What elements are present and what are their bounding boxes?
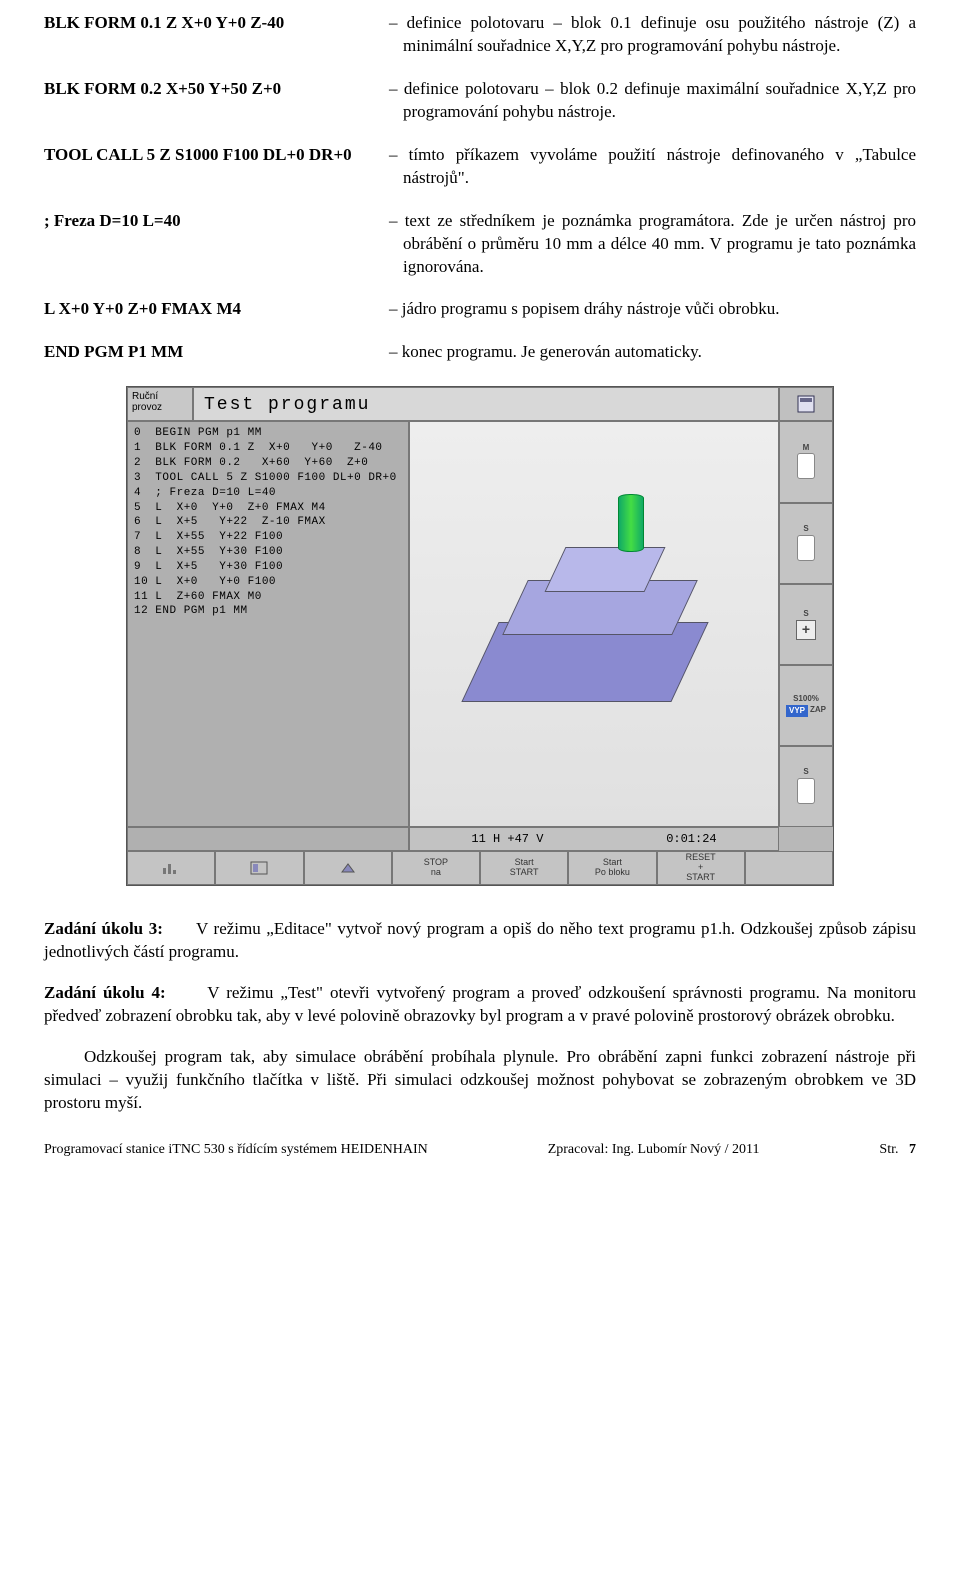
program-line: 3 TOOL CALL 5 Z S1000 F100 DL+0 DR+0 — [134, 471, 402, 486]
program-line: 5 L X+0 Y+0 Z+0 FMAX M4 — [134, 501, 402, 516]
code-desc: tímto příkazem vyvoláme použití nástroje… — [389, 144, 916, 190]
code-row: BLK FORM 0.1 Z X+0 Y+0 Z-40 definice pol… — [44, 12, 916, 58]
softkey[interactable] — [304, 851, 392, 885]
zap-label: ZAP — [810, 705, 826, 718]
workpiece-model — [460, 542, 710, 712]
code-row: L X+0 Y+0 Z+0 FMAX M4 jádro programu s p… — [44, 298, 916, 321]
workpiece-step2 — [545, 547, 666, 592]
softkey-line3: START — [686, 873, 715, 883]
code-text: TOOL CALL 5 Z S1000 F100 DL+0 DR+0 — [44, 144, 389, 190]
code-desc: text ze středníkem je poznámka programát… — [389, 210, 916, 279]
code-row: END PGM P1 MM konec programu. Je generov… — [44, 341, 916, 364]
side-button-s100[interactable]: S100% VYP ZAP — [779, 665, 833, 746]
program-line: 9 L X+5 Y+30 F100 — [134, 560, 402, 575]
plus-icon: + — [796, 620, 816, 640]
program-line: 12 END PGM p1 MM — [134, 604, 402, 619]
program-line: 1 BLK FORM 0.1 Z X+0 Y+0 Z-40 — [134, 441, 402, 456]
task-3: Zadání úkolu 3: V režimu „Editace" vytvo… — [44, 918, 916, 964]
side-label: M — [803, 443, 810, 454]
view3d-icon — [338, 860, 358, 876]
softkey-start-block[interactable]: Start Po bloku — [568, 851, 656, 885]
program-listing: 0 BEGIN PGM p1 MM 1 BLK FORM 0.1 Z X+0 Y… — [127, 421, 409, 827]
vyp-label: VYP — [786, 705, 808, 718]
code-row: BLK FORM 0.2 X+50 Y+50 Z+0 definice polo… — [44, 78, 916, 124]
softkey-line2: na — [431, 868, 441, 878]
code-text: END PGM P1 MM — [44, 341, 389, 364]
side-button-m[interactable]: M — [779, 421, 833, 502]
bottom-toolbar: STOP na Start START Start Po bloku RESET… — [127, 851, 833, 885]
code-text: ; Freza D=10 L=40 — [44, 210, 389, 279]
program-line: 2 BLK FORM 0.2 X+60 Y+60 Z+0 — [134, 456, 402, 471]
code-text: BLK FORM 0.1 Z X+0 Y+0 Z-40 — [44, 12, 389, 58]
footer-center: Zpracoval: Ing. Lubomír Nový / 2011 — [548, 1141, 760, 1160]
code-desc: jádro programu s popisem dráhy nástroje … — [389, 298, 916, 321]
tool-icon — [797, 778, 815, 804]
code-desc: definice polotovaru – blok 0.1 definuje … — [389, 12, 916, 58]
code-text: BLK FORM 0.2 X+50 Y+50 Z+0 — [44, 78, 389, 124]
footer-left: Programovací stanice iTNC 530 s řídícím … — [44, 1141, 428, 1160]
program-line: 0 BEGIN PGM p1 MM — [134, 426, 402, 441]
program-line: 11 L Z+60 FMAX M0 — [134, 590, 402, 605]
task-4-text: V režimu „Test" otevři vytvořený program… — [44, 983, 916, 1025]
task-4: Zadání úkolu 4: V režimu „Test" otevři v… — [44, 982, 916, 1028]
side-button-s3[interactable]: S — [779, 746, 833, 827]
status-info: 11 H +47 V 0:01:24 — [409, 827, 779, 851]
program-line: 6 L X+5 Y+22 Z-10 FMAX — [134, 515, 402, 530]
tool-icon — [797, 535, 815, 561]
side-label: S100% — [793, 694, 819, 705]
task-4-label: Zadání úkolu 4: — [44, 983, 166, 1002]
softkey-line2: Po bloku — [595, 868, 630, 878]
screenshot-body: 0 BEGIN PGM p1 MM 1 BLK FORM 0.1 Z X+0 Y… — [127, 421, 779, 827]
side-toolbar: M S S + S100% VYP ZAP S — [779, 421, 833, 827]
mode-line1: Ruční — [132, 391, 188, 402]
mode-badge: Ruční provoz — [127, 387, 193, 421]
screenshot-title: Test programu — [193, 387, 779, 421]
code-desc: definice polotovaru – blok 0.2 definuje … — [389, 78, 916, 124]
softkey[interactable] — [127, 851, 215, 885]
program-line: 10 L X+0 Y+0 F100 — [134, 575, 402, 590]
softkey-reset[interactable]: RESET + START — [657, 851, 745, 885]
side-button-s2[interactable]: S + — [779, 584, 833, 665]
side-label: S — [803, 524, 808, 535]
footer-page-label: Str. — [879, 1142, 898, 1157]
view-icon — [249, 860, 269, 876]
chart-icon — [161, 860, 181, 876]
task-3-text: V režimu „Editace" vytvoř nový program a… — [44, 919, 916, 961]
status-bar: 11 H +47 V 0:01:24 — [127, 827, 779, 851]
footer-right: Str. 7 — [879, 1141, 916, 1160]
code-text: L X+0 Y+0 Z+0 FMAX M4 — [44, 298, 389, 321]
footer-page-num: 7 — [909, 1142, 916, 1157]
softkey-line2: START — [510, 868, 539, 878]
simulation-paragraph: Odzkoušej program tak, aby simulace obrá… — [44, 1046, 916, 1115]
tool-icon — [797, 453, 815, 479]
3d-view[interactable] — [409, 421, 779, 827]
program-line: 4 ; Freza D=10 L=40 — [134, 486, 402, 501]
page-footer: Programovací stanice iTNC 530 s řídícím … — [44, 1141, 916, 1160]
side-label: S — [803, 767, 808, 778]
softkey-stop[interactable]: STOP na — [392, 851, 480, 885]
mode-line2: provoz — [132, 402, 188, 413]
screenshot-container: Ruční provoz Test programu 0 BEGIN PGM p… — [44, 386, 916, 886]
cnc-screenshot: Ruční provoz Test programu 0 BEGIN PGM p… — [126, 386, 834, 886]
softkey-start[interactable]: Start START — [480, 851, 568, 885]
code-row: TOOL CALL 5 Z S1000 F100 DL+0 DR+0 tímto… — [44, 144, 916, 190]
program-line: 8 L X+55 Y+30 F100 — [134, 545, 402, 560]
softkey-spacer — [745, 851, 833, 885]
code-desc: konec programu. Je generován automaticky… — [389, 341, 916, 364]
side-label: S — [803, 609, 808, 620]
code-row: ; Freza D=10 L=40 text ze středníkem je … — [44, 210, 916, 279]
corner-button[interactable] — [779, 387, 833, 421]
softkey[interactable] — [215, 851, 303, 885]
tool-cylinder — [618, 494, 644, 552]
status-empty — [127, 827, 409, 851]
status-dim: 11 H +47 V — [471, 831, 543, 847]
status-time: 0:01:24 — [666, 831, 716, 847]
task-3-label: Zadání úkolu 3: — [44, 919, 163, 938]
side-button-s[interactable]: S — [779, 503, 833, 584]
screenshot-header: Ruční provoz Test programu — [127, 387, 833, 421]
program-line: 7 L X+55 Y+22 F100 — [134, 530, 402, 545]
